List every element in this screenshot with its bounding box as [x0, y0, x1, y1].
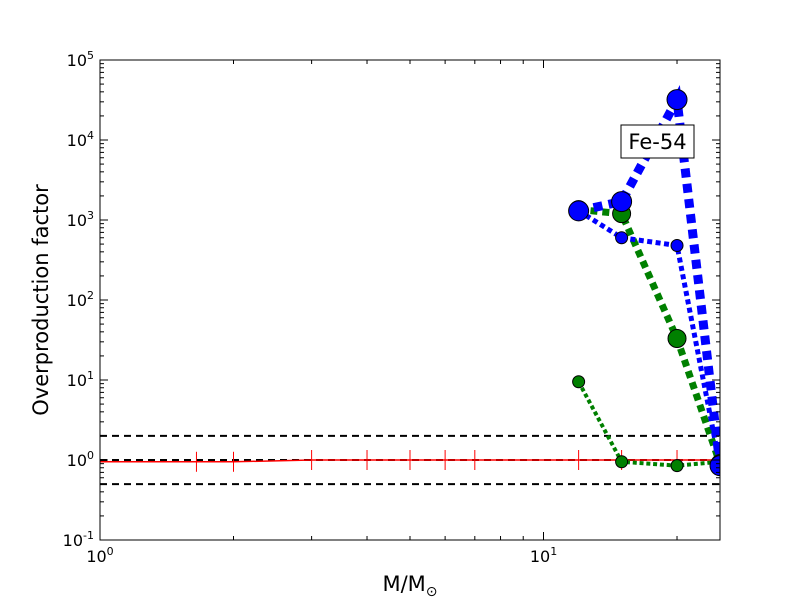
- y-tick-label: 101: [67, 369, 94, 390]
- series-line-2: [577, 208, 720, 467]
- series-point-2: [615, 231, 629, 245]
- y-tick-label: 102: [67, 289, 94, 310]
- plot-frame: [99, 59, 721, 541]
- series-line-3: [577, 84, 720, 467]
- series-point-0: [615, 455, 629, 469]
- series-point-1: [667, 329, 687, 349]
- series-point-3: [611, 191, 633, 213]
- series-line-1: [578, 206, 720, 465]
- series-point-2: [670, 239, 684, 253]
- series-line-0: [576, 380, 720, 468]
- red-series-line: [100, 459, 720, 463]
- y-tick-label: 10-1: [63, 529, 94, 550]
- annotation-label: Fe-54: [628, 130, 686, 154]
- x-tick-label: 101: [530, 545, 557, 566]
- series-point-3: [568, 200, 590, 222]
- x-tick-label: 100: [86, 545, 113, 566]
- series-point-3: [666, 89, 688, 111]
- y-axis-label: Overproduction factor: [29, 184, 53, 416]
- annotation-box: Fe-54: [620, 124, 695, 159]
- series-point-3: [709, 455, 720, 477]
- y-tick-label: 104: [67, 129, 94, 150]
- y-tick-label: 103: [67, 209, 94, 230]
- x-axis-label: M/M⊙: [382, 572, 437, 600]
- y-tick-label: 105: [67, 49, 94, 70]
- series-point-0: [670, 459, 684, 473]
- y-tick-label: 100: [67, 449, 94, 470]
- series-point-0: [572, 375, 586, 389]
